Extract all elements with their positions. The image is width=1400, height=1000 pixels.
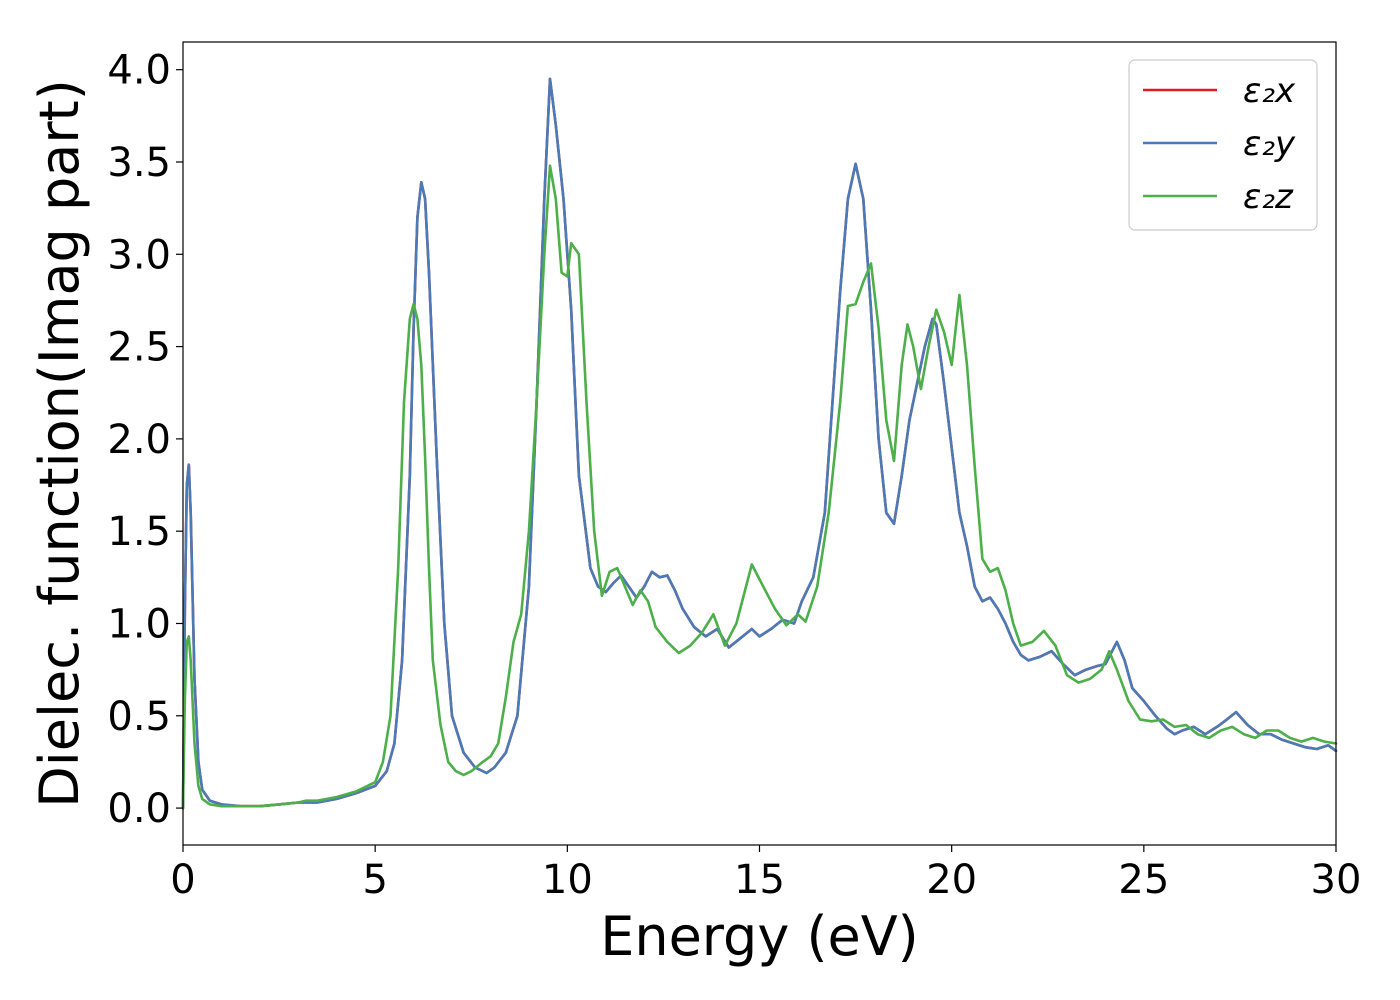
y-tick-label: 3.0 [107,232,171,278]
x-axis-label: Energy (eV) [600,905,919,968]
y-tick-label: 1.5 [107,509,171,555]
legend-label: ε₂y [1243,124,1296,164]
legend-box [1128,59,1318,231]
series-line-2 [181,77,1338,810]
y-axis-label: Dielec. function(Imag part) [28,79,91,808]
legend-label: ε₂z [1243,177,1294,217]
y-tick-label: 0.0 [107,786,171,832]
y-tick-label: 4.0 [107,48,171,94]
x-tick-label: 5 [362,857,387,903]
x-tick-label: 15 [734,857,785,903]
x-tick-label: 0 [170,857,195,903]
x-tick-label: 20 [926,857,977,903]
x-tick-label: 10 [542,857,593,903]
legend-label: ε₂x [1243,71,1296,111]
y-tick-label: 0.5 [107,694,171,740]
series-lines [181,77,1338,810]
legend: ε₂x ε₂y ε₂z [1128,59,1318,231]
y-tick-label: 2.0 [107,417,171,463]
y-tick-label: 3.5 [107,140,171,186]
series-line-3 [181,164,1338,810]
y-tick-label: 2.5 [107,325,171,371]
x-axis: 0 5 10 15 20 25 30 [170,845,1361,903]
x-tick-label: 25 [1118,857,1169,903]
y-tick-label: 1.0 [107,601,171,647]
x-tick-label: 30 [1311,857,1362,903]
y-axis: 0.0 0.5 1.0 1.5 2.0 2.5 3.0 3.5 4.0 [107,48,183,832]
